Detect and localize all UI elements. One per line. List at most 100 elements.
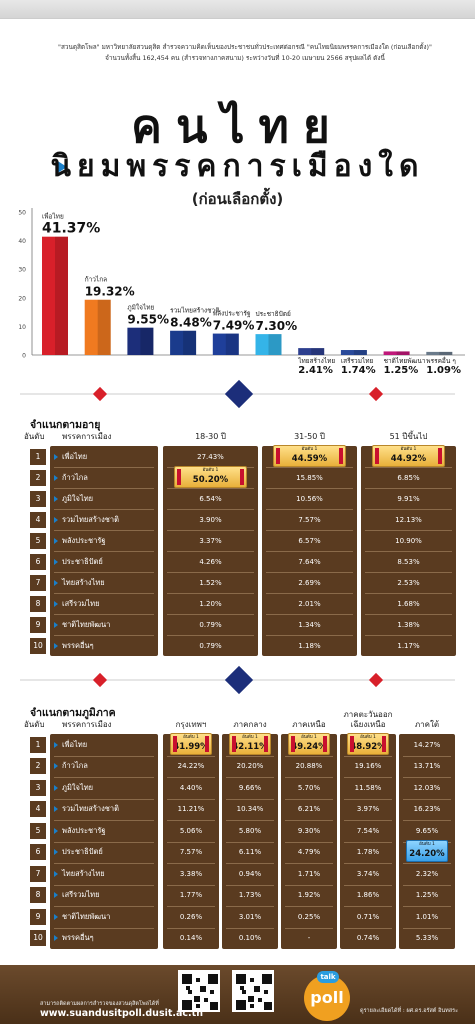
table-cell: 2.69% — [298, 578, 321, 587]
row-separator — [266, 509, 353, 510]
table-cell: 7.64% — [298, 557, 321, 566]
row-separator — [167, 488, 254, 489]
table-cell: 1.52% — [199, 578, 222, 587]
rank-number: 10 — [30, 637, 46, 654]
footer-website[interactable]: www.suandusitpoll.dusit.ac.th — [40, 1008, 203, 1019]
table-cell: 1.73% — [238, 891, 262, 900]
value-label: 1.74% — [341, 365, 376, 376]
badge-label: อันดับ 1 — [360, 734, 376, 740]
diamond-right-icon — [368, 386, 384, 402]
top-rank-badge: อันดับ 1 49.24% — [287, 732, 331, 755]
rank-number: 2 — [30, 469, 46, 486]
row-separator — [365, 593, 452, 594]
column-header: 51 ปีขึ้นไป — [361, 432, 456, 442]
qr-module — [200, 986, 206, 992]
y-tick-label: 50 — [18, 210, 26, 217]
party-name: ประชาธิปัตย์ — [62, 847, 103, 857]
badge-label: อันดับ 1 — [419, 842, 435, 848]
talk-bubble-icon: talk — [317, 971, 339, 983]
row-arrow-icon — [54, 642, 58, 649]
rank-number: 2 — [30, 758, 46, 775]
column-header: 31-50 ปี — [262, 432, 357, 442]
party-name: เพื่อไทย — [62, 451, 88, 461]
table-cell: 5.80% — [238, 826, 262, 835]
table-cell: 1.86% — [356, 891, 380, 900]
value-label: 1.25% — [384, 365, 419, 376]
qr-module — [204, 998, 208, 1002]
column-header-line: 18-30 ปี — [195, 432, 226, 441]
badge-stripe-right — [338, 447, 343, 464]
table-cell: 5.33% — [415, 934, 439, 943]
table-cell: 9.91% — [397, 494, 420, 503]
row-separator — [167, 755, 215, 757]
table-cell: - — [307, 934, 311, 943]
row-arrow-icon — [54, 495, 58, 502]
row-separator — [54, 614, 154, 615]
table-cell: 3.90% — [199, 515, 222, 524]
main-title: คนไทย — [131, 99, 344, 153]
column-header: ภาคใต้ — [399, 720, 455, 730]
badge-label: อันดับ 1 — [400, 446, 417, 452]
bar-5 — [212, 333, 239, 355]
qr-module — [194, 996, 200, 1002]
row-separator — [54, 488, 154, 489]
top-rank-badge: อันดับ 1 41.99% — [169, 732, 213, 755]
party-name: รวมไทยสร้างชาติ — [62, 804, 119, 814]
qr-module — [208, 974, 218, 984]
rank-number: 1 — [30, 736, 46, 753]
table-cell: 19.16% — [354, 762, 382, 771]
category-label: ชาติไทยพัฒนา — [384, 357, 426, 365]
top-rank-badge: อันดับ 1 24.20% — [405, 840, 449, 863]
rank-number: 5 — [30, 822, 46, 839]
badge-value: 50.20% — [192, 474, 229, 485]
row-separator — [54, 777, 154, 778]
value-label: 1.09% — [426, 365, 461, 376]
row-separator — [266, 614, 353, 615]
row-separator — [344, 755, 392, 757]
top-rank-badge: อันดับ 1 50.20% — [174, 465, 247, 488]
row-separator — [167, 884, 215, 886]
badge-value: 24.20% — [409, 849, 445, 860]
rank-header: อันดับ — [24, 720, 45, 729]
rank-number: 6 — [30, 844, 46, 861]
row-separator — [54, 467, 154, 468]
value-label: 8.48% — [170, 316, 212, 330]
qr-module — [188, 990, 192, 994]
column-header: ภาคตะวันออก เฉียงเหนือ — [340, 710, 396, 730]
row-separator — [226, 798, 274, 800]
qr-module — [264, 990, 268, 994]
row-separator — [365, 551, 452, 552]
table-cell: 0.14% — [179, 934, 203, 943]
rank-number: 8 — [30, 595, 46, 612]
intro-line-1: "สวนดุสิตโพล" มหาวิทยาลัยสวนดุสิต สำรวจค… — [58, 43, 432, 51]
section-divider-2 — [20, 665, 455, 695]
bar-shade-10 — [439, 351, 453, 355]
badge-stripe-left — [177, 468, 182, 485]
column-header-line: ภาคตะวันออก — [343, 710, 393, 719]
column-header-line: กรุงเทพฯ — [175, 720, 207, 729]
rank-number: 1 — [30, 448, 46, 465]
party-name: ชาติไทยพัฒนา — [62, 619, 111, 629]
row-separator — [226, 820, 274, 821]
table-cell: 7.54% — [356, 826, 380, 835]
table-cell: 20.20% — [236, 762, 264, 771]
rank-number: 6 — [30, 553, 46, 570]
row-separator — [266, 635, 353, 636]
row-arrow-icon — [54, 516, 58, 523]
qr-module — [182, 974, 192, 984]
intro-text: "สวนดุสิตโพล" มหาวิทยาลัยสวนดุสิต สำรวจค… — [30, 42, 460, 64]
row-separator — [266, 551, 353, 552]
row-separator — [365, 509, 452, 510]
table-cell: 1.01% — [415, 912, 439, 921]
diamond-left-icon — [92, 386, 108, 402]
section-title: จำแนกตามอายุ — [30, 419, 101, 431]
y-tick-label: 20 — [18, 295, 26, 302]
row-separator — [54, 635, 154, 636]
top-rank-badge: อันดับ 1 44.59% — [273, 444, 346, 467]
row-separator — [344, 884, 392, 886]
badge-stripe-left — [349, 735, 354, 752]
category-label: เพื่อไทย — [42, 212, 64, 221]
row-separator — [365, 488, 452, 489]
row-separator — [54, 572, 154, 573]
rank-number: 4 — [30, 801, 46, 818]
